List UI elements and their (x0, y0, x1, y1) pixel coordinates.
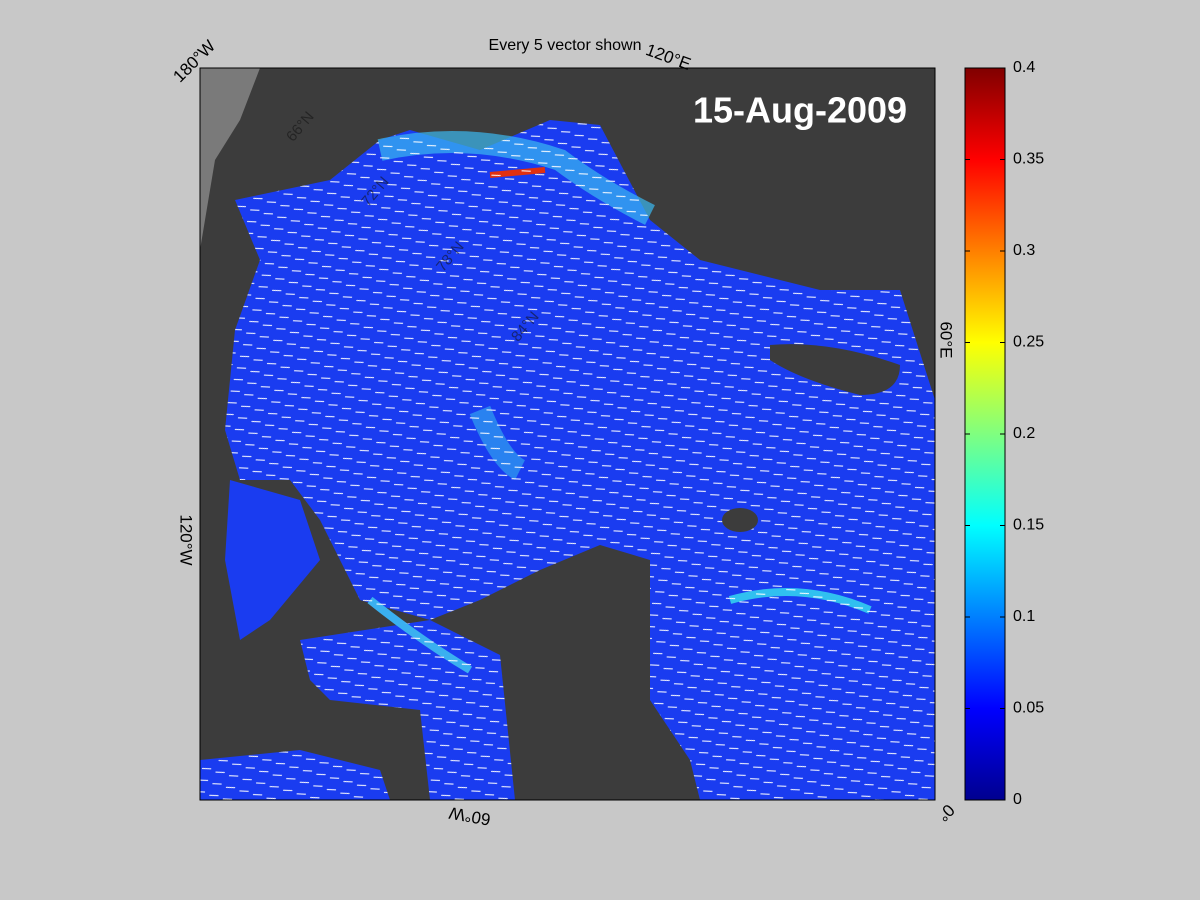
island (722, 508, 758, 532)
longitude-label: 60°E (937, 321, 956, 358)
outside-area (200, 68, 260, 250)
map: 66°N 72°N 78°N 84°N 15-Aug-2009 (200, 68, 935, 800)
colorbar-axis: 0 0.05 0.1 0.15 0.2 0.25 0.3 0.35 0.4 (965, 59, 1044, 808)
island (770, 344, 900, 395)
colorbar-tick-label: 0.4 (1013, 59, 1035, 76)
colorbar-tick-label: 0.15 (1013, 517, 1044, 534)
colorbar-tick-label: 0 (1013, 791, 1022, 808)
map-frame (199, 67, 936, 801)
title: Every 5 vector shown (489, 37, 642, 54)
colorbar (964, 67, 1006, 801)
longitude-label: 120°W (177, 514, 196, 565)
colorbar-tick-label: 0.3 (1013, 242, 1035, 259)
colorbar-tick-label: 0.05 (1013, 700, 1044, 717)
colorbar-tick-label: 0.2 (1013, 425, 1035, 442)
colorbar-tick-label: 0.35 (1013, 151, 1044, 168)
colorbar-tick-label: 0.25 (1013, 334, 1044, 351)
ocean (200, 120, 935, 800)
colorbar-tick-label: 0.1 (1013, 608, 1035, 625)
date-label: 15-Aug-2009 (693, 90, 907, 131)
